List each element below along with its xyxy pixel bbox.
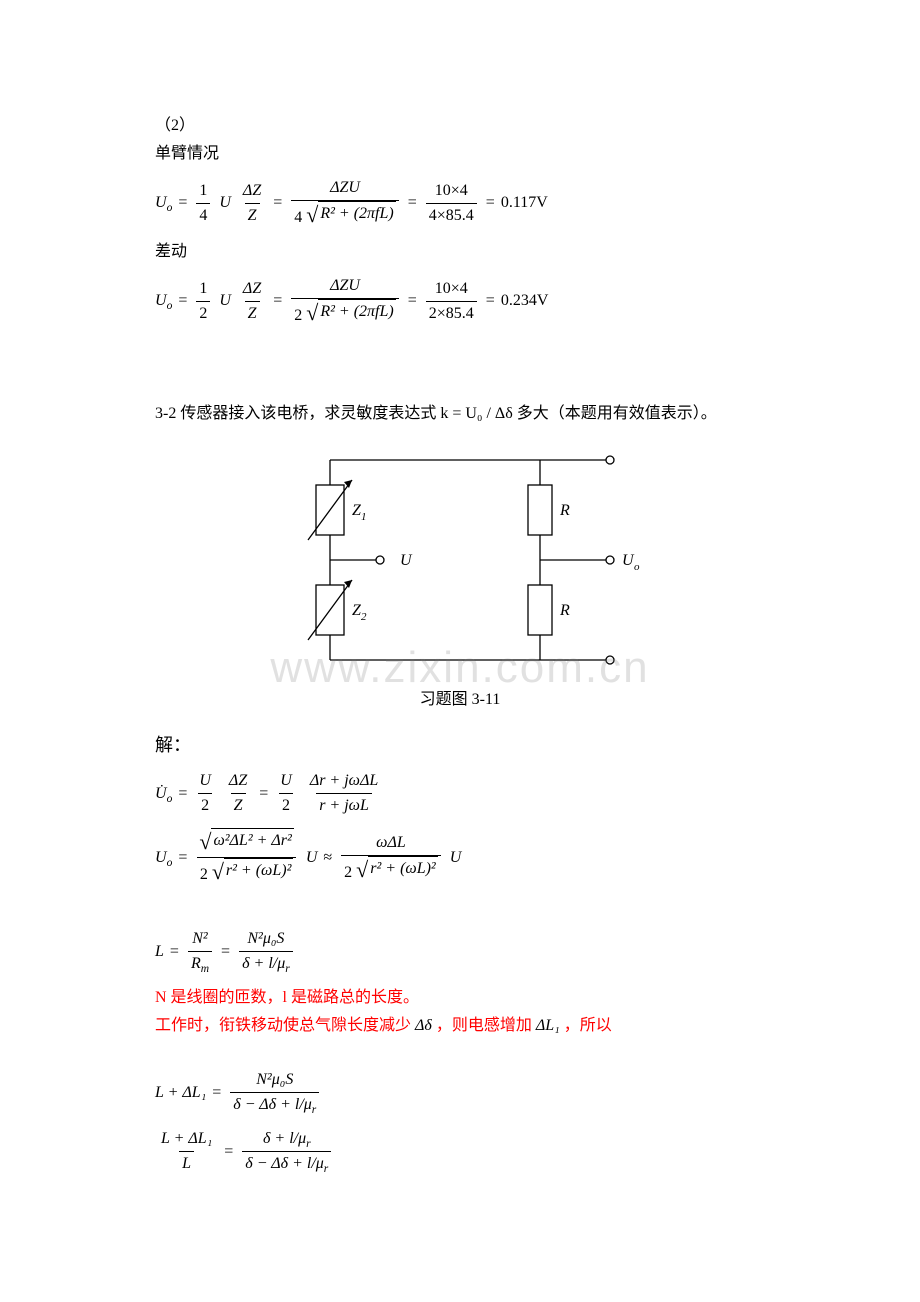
paragraph: 解： xyxy=(155,732,765,759)
svg-text:o: o xyxy=(634,561,640,573)
paragraph: 差动 xyxy=(155,240,765,264)
svg-text:R: R xyxy=(559,502,570,519)
bridge-circuit-svg: Z1Z2RRUUo xyxy=(280,440,640,680)
svg-text:R: R xyxy=(559,602,570,619)
equation: L = N²Rm = N²μ₀Sδ + l/μr xyxy=(155,927,765,976)
equation: U̇o = U2 ΔZZ = U2 Δr + jωΔLr + jωL xyxy=(155,769,765,818)
equation: L + ΔL₁ = N²μ₀Sδ − Δδ + l/μr xyxy=(155,1068,765,1117)
paragraph: （2） xyxy=(155,114,765,138)
question: 3-2 传感器接入该电桥，求灵敏度表达式 k = U₀ / Δδ 多大（本题用有… xyxy=(155,402,765,426)
paragraph: 单臂情况 xyxy=(155,142,765,166)
circuit-figure: Z1Z2RRUUo 习题图 3-11 www.zixin.com.cn xyxy=(155,440,765,712)
note-red: N 是线圈的匝数，l 是磁路总的长度。 xyxy=(155,986,765,1010)
svg-text:2: 2 xyxy=(361,611,367,623)
equation: Uo = √ω²ΔL² + Δr² 2 √r² + (ωL)² U ≈ ωΔL … xyxy=(155,828,765,887)
figure-caption: 习题图 3-11 xyxy=(155,688,765,712)
svg-text:1: 1 xyxy=(361,511,367,523)
note-red: 工作时，衔铁移动使总气隙长度减少 Δδ ，则电感增加 ΔL₁ ，所以 xyxy=(155,1014,765,1038)
equation: Uo = 12 U ΔZZ = ΔZU 2 √R² + (2πfL) = 10×… xyxy=(155,274,765,328)
equation: L + ΔL₁L = δ + l/μr δ − Δδ + l/μr xyxy=(155,1127,765,1176)
equation: Uo = 14 U ΔZZ = ΔZU 4 √R² + (2πfL) = 10×… xyxy=(155,176,765,230)
svg-text:U: U xyxy=(400,552,413,569)
